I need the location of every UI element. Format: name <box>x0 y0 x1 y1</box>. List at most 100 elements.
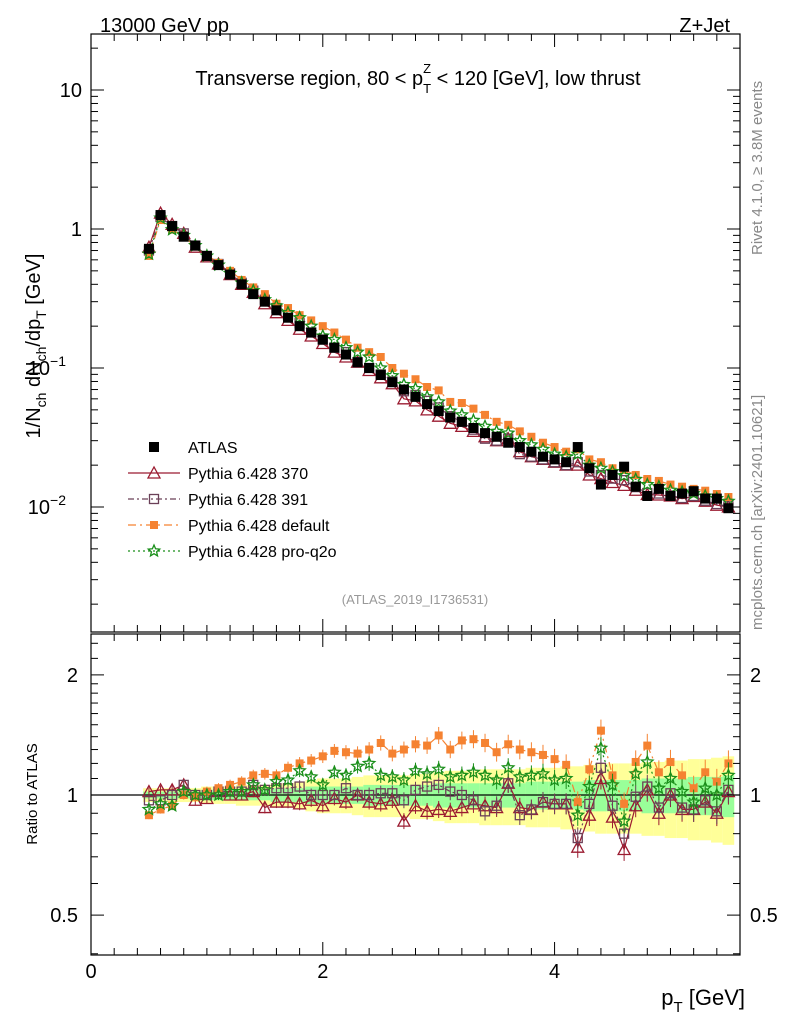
main-point-s0-34 <box>537 451 548 462</box>
ratio-point-s2-25 <box>434 731 443 740</box>
main-point-s0-14 <box>306 327 317 338</box>
main-point-s0-0 <box>143 243 154 254</box>
main-point-s3-25 <box>434 386 443 395</box>
ratio-point-s2-24 <box>423 741 432 750</box>
ratio-point-s3-32 <box>512 769 528 784</box>
main-point-s4-16 <box>327 331 342 346</box>
ratio-xtick-label: 2 <box>317 961 328 983</box>
ratio-point-s1-16 <box>329 789 340 801</box>
main-point-s0-8 <box>236 279 247 290</box>
ratio-point-s1-32 <box>514 810 525 821</box>
ratio-point-s0-23 <box>408 798 423 812</box>
main-point-s0-9 <box>248 289 259 300</box>
ratio-point-s2-1 <box>156 805 165 814</box>
ratio-point-s3-46 <box>674 783 690 798</box>
main-point-s0-16 <box>329 342 340 353</box>
ratio-point-s2-14 <box>307 756 316 765</box>
main-point-s1-26 <box>443 415 458 429</box>
ratio-point-s2-17 <box>341 748 350 757</box>
ratio-point-s0-27 <box>454 800 469 814</box>
ratio-point-s3-22 <box>396 772 412 787</box>
main-point-s0-44 <box>653 483 664 494</box>
main-point-s0-21 <box>387 377 398 388</box>
ratio-point-s2-18 <box>353 749 362 758</box>
main-point-s1-37 <box>570 457 585 471</box>
ratio-point-s2-27 <box>457 736 466 745</box>
ratio-point-s2-48 <box>701 768 710 777</box>
main-point-s3-50 <box>724 493 733 502</box>
ratio-point-s3-6 <box>211 787 226 802</box>
legend-marker-4 <box>146 543 162 558</box>
main-line-1 <box>148 212 729 508</box>
ratio-point-s1-13 <box>294 781 305 792</box>
main-point-s3-22 <box>399 369 408 378</box>
ratio-point-s1-35 <box>549 798 560 810</box>
ratio-point-s2-31 <box>504 740 513 749</box>
ratio-point-s2-35 <box>550 755 559 764</box>
ratio-point-s3-15 <box>315 777 331 792</box>
ratio-point-s0-24 <box>419 803 435 817</box>
main-point-s3-24 <box>423 382 432 391</box>
ratio-point-s2-46 <box>678 771 687 780</box>
main-point-s0-23 <box>410 391 421 402</box>
main-point-s3-28 <box>469 404 478 413</box>
ratio-point-s0-12 <box>280 794 296 808</box>
ratio-point-s1-43 <box>642 781 653 792</box>
main-point-s2-41 <box>618 475 630 486</box>
ratio-ytick-label-right: 2 <box>750 665 761 687</box>
ratio-point-s1-23 <box>410 784 421 796</box>
main-point-s3-26 <box>446 397 455 406</box>
main-line-2 <box>148 216 729 507</box>
ratio-band-inner-39 <box>595 780 607 812</box>
main-point-s0-46 <box>677 488 688 499</box>
ratio-point-s1-34 <box>537 796 549 808</box>
main-point-s0-41 <box>619 461 630 472</box>
ratio-point-s3-1 <box>153 796 168 811</box>
ratio-point-s1-19 <box>363 789 375 801</box>
main-point-s3-11 <box>272 299 281 308</box>
ratio-point-s1-25 <box>433 779 444 791</box>
main-point-s0-43 <box>642 490 653 501</box>
main-point-s0-6 <box>213 260 224 271</box>
ratio-point-s1-14 <box>306 789 317 801</box>
ratio-point-s1-26 <box>445 786 456 797</box>
main-point-s3-40 <box>608 464 617 473</box>
main-ytick-label: 10−2 <box>28 492 66 519</box>
main-point-s0-38 <box>584 463 595 474</box>
ratio-point-s3-30 <box>489 772 504 787</box>
legend-label-0: ATLAS <box>188 440 238 457</box>
ratio-point-s2-26 <box>446 745 455 754</box>
main-point-s0-25 <box>433 406 444 417</box>
ratio-point-s3-18 <box>350 758 365 773</box>
main-point-s4-37 <box>570 446 586 461</box>
ratio-point-s3-36 <box>558 770 574 785</box>
ratio-point-s3-4 <box>187 787 203 802</box>
ratio-point-s3-16 <box>327 764 342 779</box>
main-frame <box>90 33 741 633</box>
ratio-xtick-label: 4 <box>549 961 560 983</box>
ratio-point-s3-38 <box>581 778 597 793</box>
ratio-point-s2-30 <box>492 748 501 757</box>
ratio-point-s2-38 <box>585 765 594 774</box>
ratio-point-s0-20 <box>373 796 388 810</box>
x-axis-label: pT [GeV] <box>661 985 745 1016</box>
ratio-point-s2-0 <box>144 811 153 820</box>
ratio-point-s0-1 <box>153 782 168 796</box>
ratio-point-s2-45 <box>666 757 675 766</box>
main-point-s0-7 <box>225 269 236 280</box>
ratio-point-s2-37 <box>573 798 582 807</box>
main-point-s3-32 <box>515 427 524 436</box>
main-point-s3-23 <box>411 375 420 384</box>
ratio-point-s0-41 <box>617 842 632 856</box>
main-point-s0-2 <box>167 221 178 232</box>
ratio-point-s3-9 <box>245 777 261 792</box>
ratio-point-s1-38 <box>584 798 595 810</box>
ratio-point-s0-15 <box>315 798 330 812</box>
main-point-s3-21 <box>388 364 397 372</box>
main-point-s1-38 <box>582 467 597 481</box>
main-point-s4-19 <box>361 349 377 364</box>
ratio-point-s3-49 <box>709 787 725 802</box>
main-point-s0-3 <box>178 231 189 242</box>
main-point-s0-26 <box>445 412 456 423</box>
